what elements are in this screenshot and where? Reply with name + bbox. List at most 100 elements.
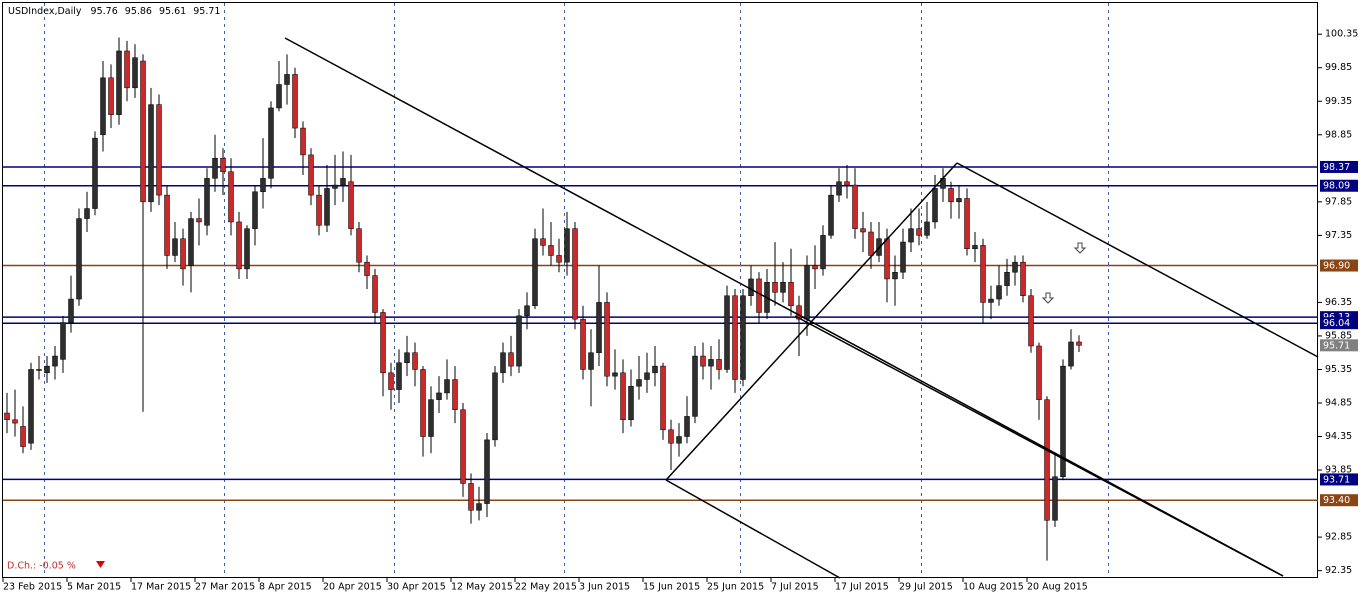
y-tick-label: 93.85	[1325, 465, 1352, 476]
candle-body	[308, 154, 314, 196]
candle-body	[788, 282, 794, 307]
candle-body	[884, 238, 890, 280]
level-tag	[1320, 259, 1358, 272]
level-tag	[1320, 179, 1358, 192]
candle-body	[908, 228, 914, 243]
candle-body	[988, 298, 994, 303]
y-tick-label: 96.35	[1325, 297, 1352, 308]
level-label: 93.71	[1323, 474, 1350, 485]
candle-body	[916, 228, 922, 236]
x-tick-label: 17 Mar 2015	[131, 582, 191, 593]
level-tag	[1320, 473, 1358, 486]
x-tick-label: 17 Jul 2015	[835, 582, 889, 593]
arrow-marker	[1073, 242, 1087, 254]
candle-body	[1012, 261, 1018, 273]
y-tick-label: 99.35	[1325, 96, 1352, 107]
header-high: 95.86	[125, 6, 152, 17]
candle-body	[172, 238, 178, 256]
header-low: 95.61	[159, 6, 186, 17]
candle-body	[124, 50, 130, 89]
candle-body	[724, 295, 730, 370]
y-tick-label: 92.35	[1325, 565, 1352, 576]
candle-body	[84, 208, 90, 219]
level-tag	[1320, 494, 1358, 507]
candle-body	[596, 302, 602, 353]
candle-body	[268, 107, 274, 179]
candle-body	[20, 426, 26, 447]
x-tick-label: 5 Mar 2015	[67, 582, 121, 593]
candle-body	[692, 355, 698, 417]
candle-body	[492, 372, 498, 441]
x-tick-label: 30 Apr 2015	[387, 582, 446, 593]
trendline	[284, 37, 1284, 577]
candle-body	[956, 198, 962, 203]
candle-body	[732, 295, 738, 380]
x-tick-label: 27 Mar 2015	[195, 582, 255, 593]
candle-body	[196, 218, 202, 223]
candle-body	[772, 282, 778, 293]
candle-body	[76, 218, 82, 300]
candle-body	[804, 265, 810, 320]
candle-body	[316, 194, 322, 226]
candle-body	[844, 181, 850, 186]
candle-body	[644, 372, 650, 380]
candle-body	[652, 365, 658, 374]
candle-body	[556, 255, 562, 263]
arrows	[1041, 242, 1087, 304]
candle-body	[420, 369, 426, 437]
candle-body	[812, 265, 818, 270]
candle-body	[476, 503, 482, 511]
y-tick-label: 94.85	[1325, 397, 1352, 408]
symbol: USDIndex,Daily	[8, 6, 82, 17]
candle-body	[964, 198, 970, 250]
x-tick-label: 22 May 2015	[515, 582, 577, 593]
candle-body	[756, 278, 762, 313]
x-tick-label: 20 Aug 2015	[1027, 582, 1088, 593]
candle-body	[996, 285, 1002, 300]
candle-body	[244, 228, 250, 270]
candle-body	[324, 188, 330, 226]
change-triangle	[96, 561, 105, 568]
candle-body	[28, 369, 34, 444]
candle-body	[148, 104, 154, 203]
candle-body	[1036, 345, 1042, 400]
level-label: 98.37	[1323, 162, 1350, 173]
candle-body	[132, 57, 138, 89]
candle-body	[348, 181, 354, 229]
candle-body	[332, 184, 338, 189]
header: USDIndex,Daily 95.76 95.86 95.61 95.71	[8, 6, 220, 17]
candle-body	[748, 278, 754, 296]
candle-body	[580, 318, 586, 370]
y-tick-label: 99.85	[1325, 62, 1352, 73]
candle-body	[164, 194, 170, 256]
x-tick-label: 12 May 2015	[451, 582, 513, 593]
x-tick-label: 7 Jul 2015	[771, 582, 819, 593]
candle-body	[836, 181, 842, 196]
candle-body	[948, 188, 954, 203]
candle-body	[4, 412, 10, 421]
candle-body	[676, 436, 682, 444]
candle-body	[668, 429, 674, 444]
candle-body	[188, 218, 194, 266]
candle-body	[468, 483, 474, 511]
candle-body	[284, 74, 290, 85]
level-label: 98.09	[1323, 181, 1350, 192]
trendline	[794, 315, 1284, 577]
level-tag	[1320, 160, 1358, 173]
candle-body	[620, 372, 626, 421]
candle-body	[612, 372, 618, 377]
candle-body	[1004, 271, 1010, 286]
candle-body	[372, 275, 378, 313]
candle-body	[340, 178, 346, 186]
candle-body	[924, 221, 930, 236]
candle-body	[852, 184, 858, 229]
y-tick-label: 97.35	[1325, 230, 1352, 241]
candle-body	[636, 379, 642, 387]
level-label: 96.04	[1323, 318, 1350, 329]
candle-body	[236, 221, 242, 270]
candle-body	[972, 245, 978, 250]
candle-body	[684, 416, 690, 437]
candle-body	[388, 372, 394, 390]
candle-body	[380, 312, 386, 374]
